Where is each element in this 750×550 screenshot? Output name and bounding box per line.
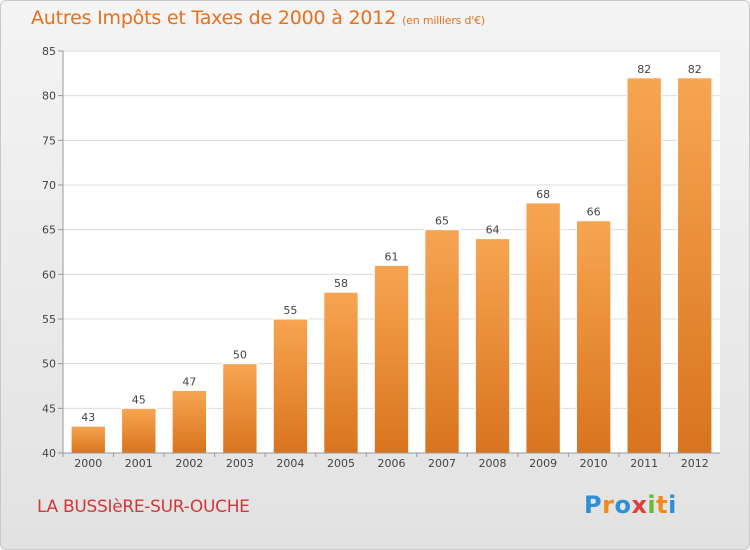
logo-letter: i (647, 491, 657, 519)
x-tick-label: 2010 (580, 457, 608, 470)
place-name: LA BUSSIèRE-SUR-OUCHE (37, 497, 250, 517)
bar (70, 425, 106, 454)
proxiti-logo: Proxiti (584, 491, 677, 519)
x-tick-label: 2007 (428, 457, 456, 470)
logo-letter: P (584, 491, 603, 519)
x-tick-label: 2008 (479, 457, 507, 470)
y-tick-label: 55 (42, 313, 56, 326)
value-label: 82 (688, 63, 702, 76)
logo-letter: r (602, 491, 615, 519)
value-label: 50 (233, 349, 247, 362)
bar (575, 220, 612, 454)
bar (424, 229, 460, 454)
x-tick-label: 2005 (327, 457, 355, 470)
value-label: 65 (435, 215, 449, 228)
value-label: 61 (385, 250, 399, 263)
x-tick-label: 2009 (529, 457, 557, 470)
logo-letter: o (614, 491, 632, 519)
bar (272, 318, 309, 454)
x-tick-label: 2004 (276, 457, 304, 470)
axes (58, 50, 720, 457)
bar (373, 264, 410, 454)
logo-letter: t (656, 491, 669, 519)
bar (626, 77, 662, 454)
x-tick-label: 2001 (125, 457, 153, 470)
chart-title: Autres Impôts et Taxes de 2000 à 2012 (en… (31, 7, 485, 29)
y-tick-label: 60 (42, 268, 56, 281)
y-tick-label: 50 (42, 358, 56, 371)
bar (677, 77, 713, 454)
x-tick-label: 2002 (175, 457, 203, 470)
value-label: 66 (587, 206, 601, 219)
x-tick-label: 2003 (226, 457, 254, 470)
x-tick-label: 2011 (630, 457, 658, 470)
chart-subtitle: (en milliers d'€) (402, 14, 485, 27)
y-tick-label: 65 (42, 224, 56, 237)
bars (70, 77, 713, 454)
x-tick-label: 2012 (681, 457, 709, 470)
value-label: 58 (334, 277, 348, 290)
value-label: 43 (81, 411, 95, 424)
bar (525, 202, 561, 454)
labels: 40 45 50 55 60 65 70 75 80 85 43 2000 45 2001 47 2002 50… (42, 45, 709, 470)
bar (222, 363, 258, 454)
bar (171, 389, 208, 454)
y-tick-label: 70 (42, 179, 56, 192)
bar (323, 291, 359, 454)
y-tick-label: 85 (42, 45, 56, 58)
y-tick-label: 75 (42, 134, 56, 147)
chart-title-text: Autres Impôts et Taxes de 2000 à 2012 (31, 7, 397, 29)
value-label: 47 (182, 375, 196, 388)
y-tick-label: 80 (42, 90, 56, 103)
value-label: 55 (283, 304, 297, 317)
value-label: 82 (637, 63, 651, 76)
y-tick-label: 40 (42, 447, 56, 460)
x-tick-label: 2000 (74, 457, 102, 470)
value-label: 45 (132, 393, 146, 406)
logo-letter: i (668, 491, 677, 519)
bar (121, 407, 157, 454)
value-label: 68 (536, 188, 550, 201)
bar (474, 238, 511, 454)
logo-letter: x (631, 491, 648, 519)
y-tick-label: 45 (42, 402, 56, 415)
value-label: 64 (486, 224, 500, 237)
x-tick-label: 2006 (378, 457, 406, 470)
